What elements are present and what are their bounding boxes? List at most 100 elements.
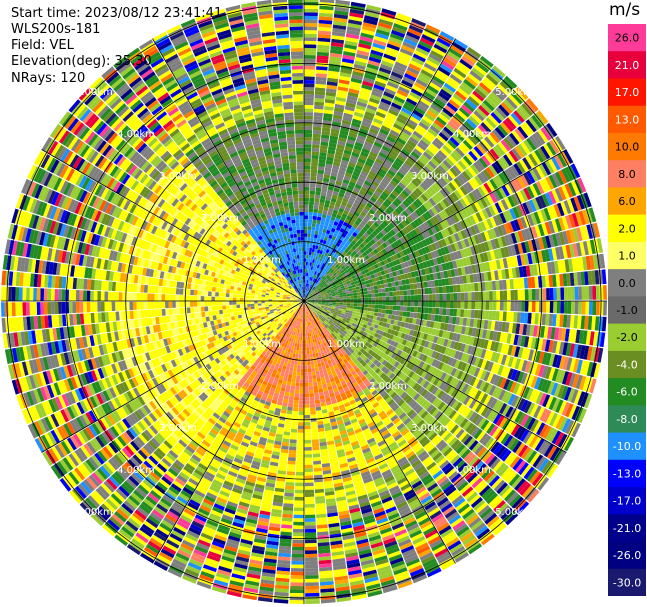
velocity-cell (517, 126, 529, 139)
velocity-cell (327, 189, 334, 195)
velocity-cell (452, 93, 465, 104)
velocity-cell (382, 56, 395, 65)
velocity-cell (516, 191, 525, 203)
velocity-cell (358, 237, 365, 243)
velocity-cell (316, 51, 329, 57)
velocity-cell (436, 94, 448, 105)
velocity-cell (423, 202, 431, 211)
velocity-cell (310, 298, 315, 300)
velocity-cell (488, 164, 498, 176)
velocity-cell (498, 186, 507, 199)
velocity-cell (427, 252, 433, 260)
velocity-cell (378, 275, 384, 281)
velocity-cell (321, 271, 325, 275)
velocity-cell (312, 212, 318, 217)
velocity-cell (452, 149, 463, 160)
velocity-cell (370, 286, 375, 291)
velocity-cell (311, 298, 315, 300)
velocity-cell (333, 262, 338, 267)
velocity-cell (316, 252, 320, 257)
velocity-cell (312, 374, 317, 379)
velocity-cell (435, 301, 440, 308)
velocity-cell (319, 284, 324, 288)
velocity-cell (392, 227, 399, 234)
velocity-cell (406, 284, 411, 290)
velocity-cell (316, 58, 329, 64)
velocity-cell (491, 162, 501, 174)
velocity-cell (383, 258, 389, 265)
velocity-cell (455, 147, 465, 158)
velocity-cell (342, 305, 347, 308)
velocity-cell (375, 301, 379, 305)
velocity-cell (556, 287, 561, 300)
velocity-cell (546, 141, 557, 156)
velocity-cell (314, 399, 321, 404)
velocity-cell (325, 265, 329, 270)
velocity-cell (431, 140, 442, 150)
velocity-cell (317, 169, 325, 175)
velocity-cell (418, 100, 430, 110)
velocity-cell (398, 257, 404, 264)
velocity-cell (348, 181, 356, 187)
velocity-cell (361, 199, 368, 206)
velocity-cell (308, 343, 312, 348)
velocity-cell (401, 107, 412, 116)
velocity-cell (398, 51, 412, 60)
velocity-cell (337, 288, 342, 292)
velocity-cell (359, 36, 373, 43)
velocity-cell (334, 103, 345, 110)
velocity-cell (323, 259, 327, 264)
velocity-cell (330, 227, 336, 233)
velocity-cell (433, 204, 442, 214)
velocity-cell (415, 47, 430, 56)
velocity-cell (524, 301, 529, 312)
velocity-cell (449, 73, 463, 85)
velocity-cell (348, 288, 353, 292)
velocity-cell (422, 261, 428, 269)
velocity-cell (370, 250, 376, 257)
velocity-cell (311, 281, 314, 286)
velocity-cell (379, 244, 385, 251)
velocity-cell (414, 50, 428, 60)
velocity-cell (528, 153, 539, 167)
velocity-cell (346, 245, 352, 251)
velocity-cell (314, 259, 317, 264)
velocity-cell (380, 204, 388, 211)
velocity-cell (377, 284, 382, 289)
velocity-cell (428, 307, 433, 314)
velocity-cell (379, 15, 395, 23)
velocity-cell (410, 112, 422, 122)
velocity-cell (412, 211, 419, 219)
velocity-cell (324, 295, 329, 298)
velocity-cell (328, 267, 333, 272)
velocity-cell (319, 250, 323, 255)
velocity-cell (365, 137, 375, 145)
velocity-cell (383, 142, 393, 150)
velocity-cell (356, 217, 363, 223)
velocity-cell (460, 292, 465, 301)
velocity-cell (372, 42, 386, 50)
velocity-cell (372, 144, 381, 152)
velocity-cell (332, 296, 336, 298)
velocity-cell (359, 202, 366, 209)
velocity-cell (383, 91, 395, 99)
velocity-cell (510, 194, 519, 206)
velocity-cell (510, 179, 520, 192)
velocity-cell (304, 290, 306, 294)
velocity-cell (444, 104, 456, 115)
velocity-cell (389, 212, 397, 220)
velocity-cell (409, 312, 414, 318)
velocity-cell (380, 260, 386, 266)
velocity-cell (427, 244, 434, 252)
velocity-cell (314, 289, 318, 292)
velocity-cell (368, 170, 377, 178)
velocity-cell (362, 251, 368, 257)
velocity-cell (524, 241, 531, 253)
velocity-cell (310, 297, 315, 300)
velocity-cell (323, 289, 327, 293)
velocity-cell (309, 247, 313, 252)
velocity-cell (377, 271, 382, 277)
velocity-cell (507, 245, 513, 257)
velocity-cell (393, 123, 404, 131)
velocity-cell (456, 309, 461, 317)
